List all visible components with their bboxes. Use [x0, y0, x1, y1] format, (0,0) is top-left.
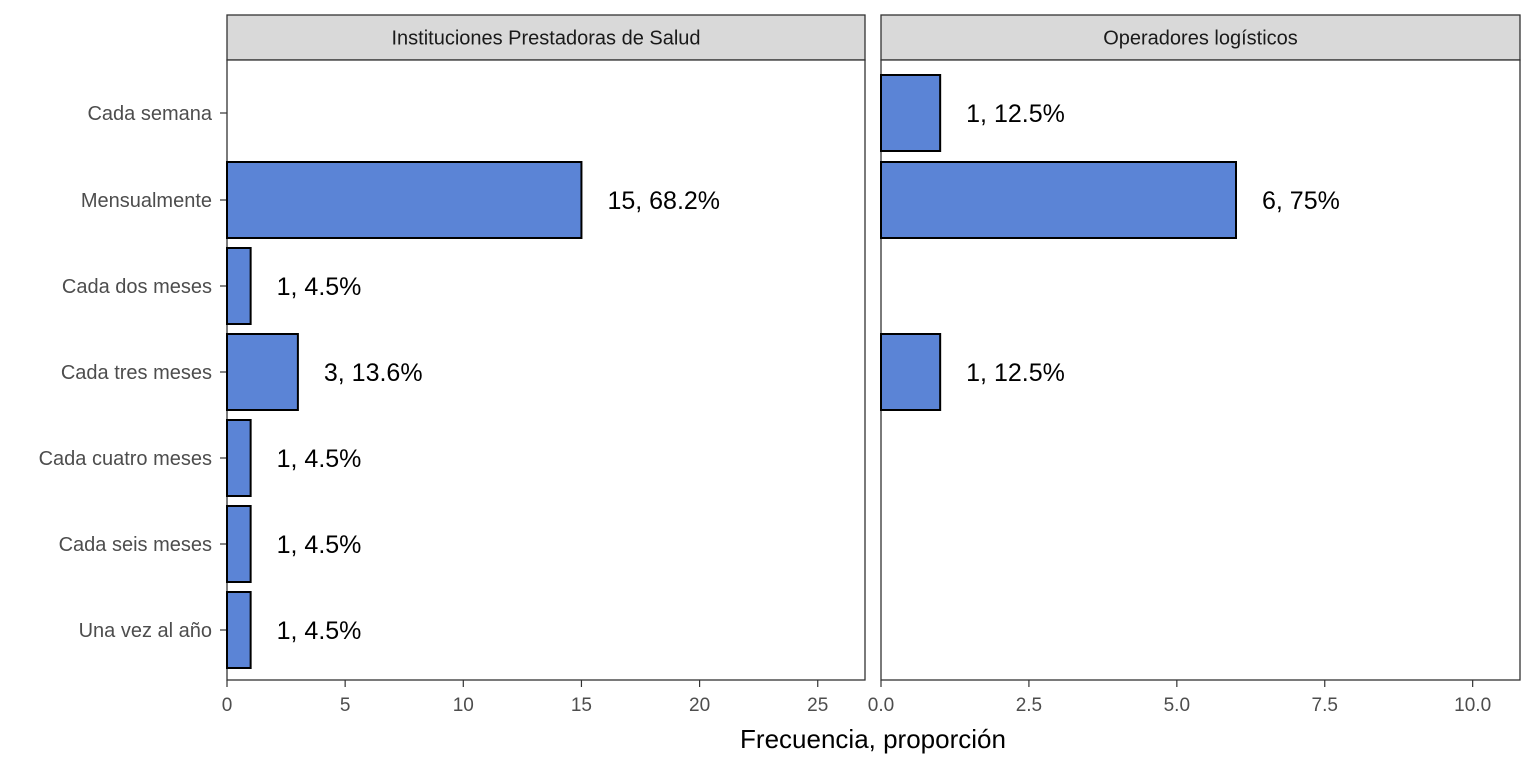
x-tick-label: 2.5	[1016, 695, 1042, 716]
x-tick-label: 20	[689, 695, 710, 716]
bar	[880, 74, 942, 152]
bar	[226, 247, 252, 325]
x-tick-label: 0.0	[868, 695, 894, 716]
y-tick-label: Cada semana	[87, 103, 212, 125]
data-label: 1, 4.5%	[277, 273, 362, 301]
x-axis-title: Frecuencia, proporción	[740, 724, 1006, 754]
x-tick-label: 10.0	[1454, 695, 1491, 716]
x-tick-label: 25	[807, 695, 828, 716]
data-label: 1, 4.5%	[277, 531, 362, 559]
x-tick-label: 5	[340, 695, 351, 716]
y-tick-label: Una vez al año	[79, 620, 212, 642]
x-tick-label: 5.0	[1164, 695, 1190, 716]
y-tick-label: Cada seis meses	[59, 534, 212, 556]
bar	[880, 333, 942, 411]
facet-title: Operadores logísticos	[1103, 28, 1298, 50]
bar	[226, 333, 299, 411]
bar	[226, 505, 252, 583]
x-tick-label: 0	[222, 695, 233, 716]
data-label: 3, 13.6%	[324, 359, 423, 387]
bar	[880, 161, 1237, 239]
y-tick-label: Cada dos meses	[62, 276, 212, 298]
x-tick-label: 7.5	[1312, 695, 1338, 716]
data-label: 15, 68.2%	[607, 187, 720, 215]
data-label: 6, 75%	[1262, 187, 1340, 215]
bar	[226, 591, 252, 669]
y-tick-label: Cada cuatro meses	[39, 448, 212, 470]
bar	[226, 161, 583, 239]
x-tick-label: 10	[453, 695, 474, 716]
data-label: 1, 12.5%	[966, 100, 1065, 128]
bar	[226, 419, 252, 497]
data-label: 1, 4.5%	[277, 445, 362, 473]
y-tick-label: Cada tres meses	[61, 362, 212, 384]
x-tick-label: 15	[571, 695, 592, 716]
data-label: 1, 4.5%	[277, 617, 362, 645]
panel-frame	[226, 59, 866, 681]
y-tick-label: Mensualmente	[81, 190, 212, 212]
data-label: 1, 12.5%	[966, 359, 1065, 387]
facet-title: Instituciones Prestadoras de Salud	[391, 28, 700, 50]
